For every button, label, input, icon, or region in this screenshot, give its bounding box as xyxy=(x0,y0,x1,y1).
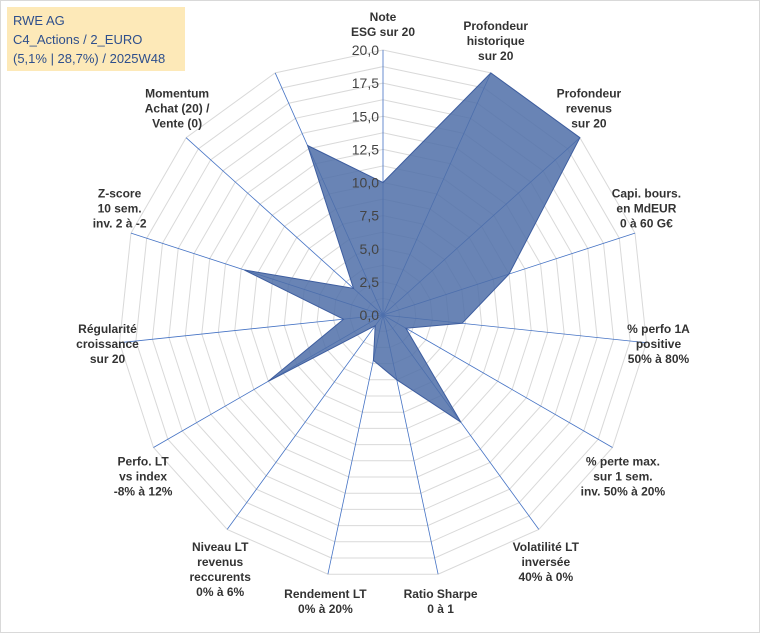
axis-label: Ratio Sharpe 0 à 1 xyxy=(404,587,478,616)
radar-series xyxy=(244,72,581,423)
grid-ring xyxy=(151,82,615,543)
tick-label: 12,5 xyxy=(352,141,379,157)
axis-label: Volatilité LT inversée 40% à 0% xyxy=(513,540,580,584)
tick-label: 20,0 xyxy=(352,42,379,58)
axis-spoke xyxy=(119,314,384,344)
axis-spoke xyxy=(185,137,384,316)
axis-label: Profondeur revenus sur 20 xyxy=(557,87,622,131)
tick-label: 15,0 xyxy=(352,108,379,124)
tick-label: 5,0 xyxy=(360,241,380,257)
axis-label: Z-score 10 sem. inv. 2 à -2 xyxy=(93,186,147,230)
axis-label: Capi. bours. en MdEUR 0 à 60 G€ xyxy=(612,186,681,230)
axis-label: Niveau LT revenus reccurents 0% à 6% xyxy=(190,540,252,599)
axis-labels: Note ESG sur 20 Profondeur historique sur 20… xyxy=(76,10,690,616)
tick-label: 0,0 xyxy=(360,307,380,323)
series-area xyxy=(244,72,581,423)
tick-label: 7,5 xyxy=(360,208,380,224)
axis-label: Note ESG sur 20 xyxy=(351,10,415,39)
tick-label: 2,5 xyxy=(360,274,380,290)
axis-label: Rendement LT 0% à 20% xyxy=(284,587,367,616)
grid-ring xyxy=(135,66,631,559)
tick-label: 17,5 xyxy=(352,75,379,91)
axis-label: % perfo 1A positive 50% à 80% xyxy=(627,322,690,366)
axis-spoke xyxy=(382,314,613,448)
grid-ring xyxy=(168,99,598,527)
title-line-company: RWE AG xyxy=(13,13,65,28)
axis-label: Perfo. LT vs index -8% à 12% xyxy=(114,455,173,499)
chart-title-box: RWE AG C4_Actions / 2_EURO (5,1% | 28,7%… xyxy=(7,7,185,71)
title-line-period: (5,1% | 28,7%) / 2025W48 xyxy=(13,51,166,66)
axis-label: % perte max. sur 1 sem. inv. 50% à 20% xyxy=(581,455,666,499)
axis-label: Momentum Achat (20) / Vente (0) xyxy=(145,87,210,131)
axis-label: Profondeur historique sur 20 xyxy=(463,19,528,63)
title-line-category: C4_Actions / 2_EURO xyxy=(13,32,143,47)
axis-spoke xyxy=(226,314,384,530)
axis-label: Régularité croissance sur 20 xyxy=(76,322,139,366)
grid-ring xyxy=(184,115,582,510)
radial-tick-labels: 0,0 2,5 5,0 7,5 10,0 12,5 15,0 17,5 20,0 xyxy=(352,42,379,323)
grid-ring xyxy=(118,49,648,575)
grid-ring xyxy=(201,132,565,494)
tick-label: 10,0 xyxy=(352,175,379,191)
